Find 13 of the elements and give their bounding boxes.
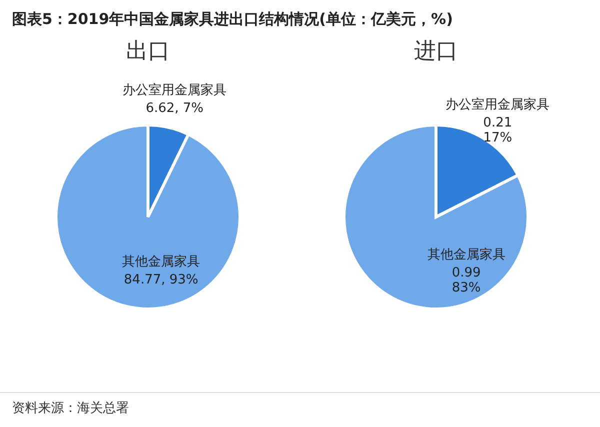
slice-label: 其他金属家具 <box>427 246 506 262</box>
slice-label: 办公室用金属家具 <box>122 82 227 98</box>
text: 资料来源：海关总署 <box>0 392 600 423</box>
slice-label: 办公室用金属家具 <box>446 96 550 112</box>
text: 图表5：2019年中国金属家具进出口结构情况(单位：亿美元，%) <box>11 9 454 30</box>
data-label: 84.77, 93% <box>124 272 198 288</box>
data-label: 6.62, 7% <box>146 101 204 116</box>
chart-title: 出口 <box>126 39 170 64</box>
data-label: 0.99 83% <box>452 265 481 296</box>
data-label: 0.21 17% <box>483 115 512 146</box>
pie-slice <box>54 124 242 310</box>
chart-title: 进口 <box>414 39 458 64</box>
slice-label: 其他金属家具 <box>122 254 200 270</box>
